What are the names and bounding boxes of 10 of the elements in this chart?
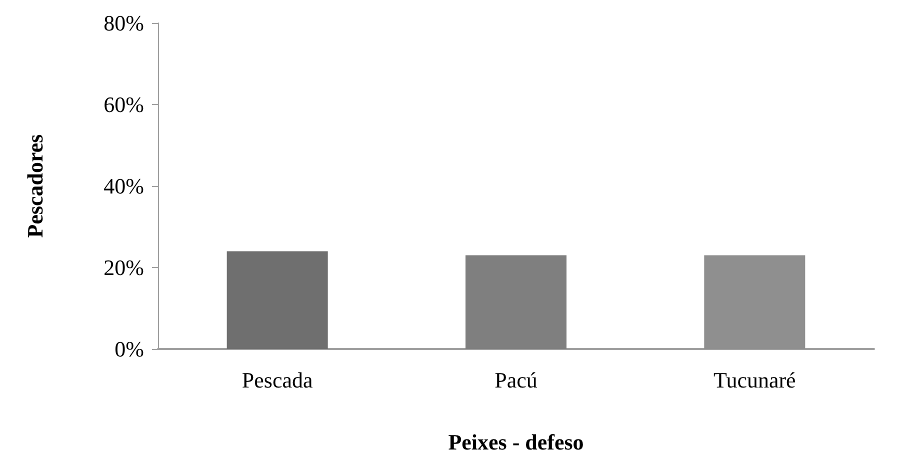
x-tick-label: Pescada [242, 368, 313, 392]
x-axis-title: Peixes - defeso [448, 430, 584, 454]
y-axis-title: Pescadores [22, 134, 48, 238]
y-tick-label: 40% [104, 174, 144, 198]
y-tick-label: 20% [104, 255, 144, 280]
y-tick-label: 0% [114, 336, 144, 362]
x-tick-label: Tucunaré [714, 368, 796, 392]
y-tick-label: 80% [104, 10, 144, 36]
y-tick-label: 60% [104, 92, 144, 117]
x-tick-label: Pacú [494, 368, 538, 392]
